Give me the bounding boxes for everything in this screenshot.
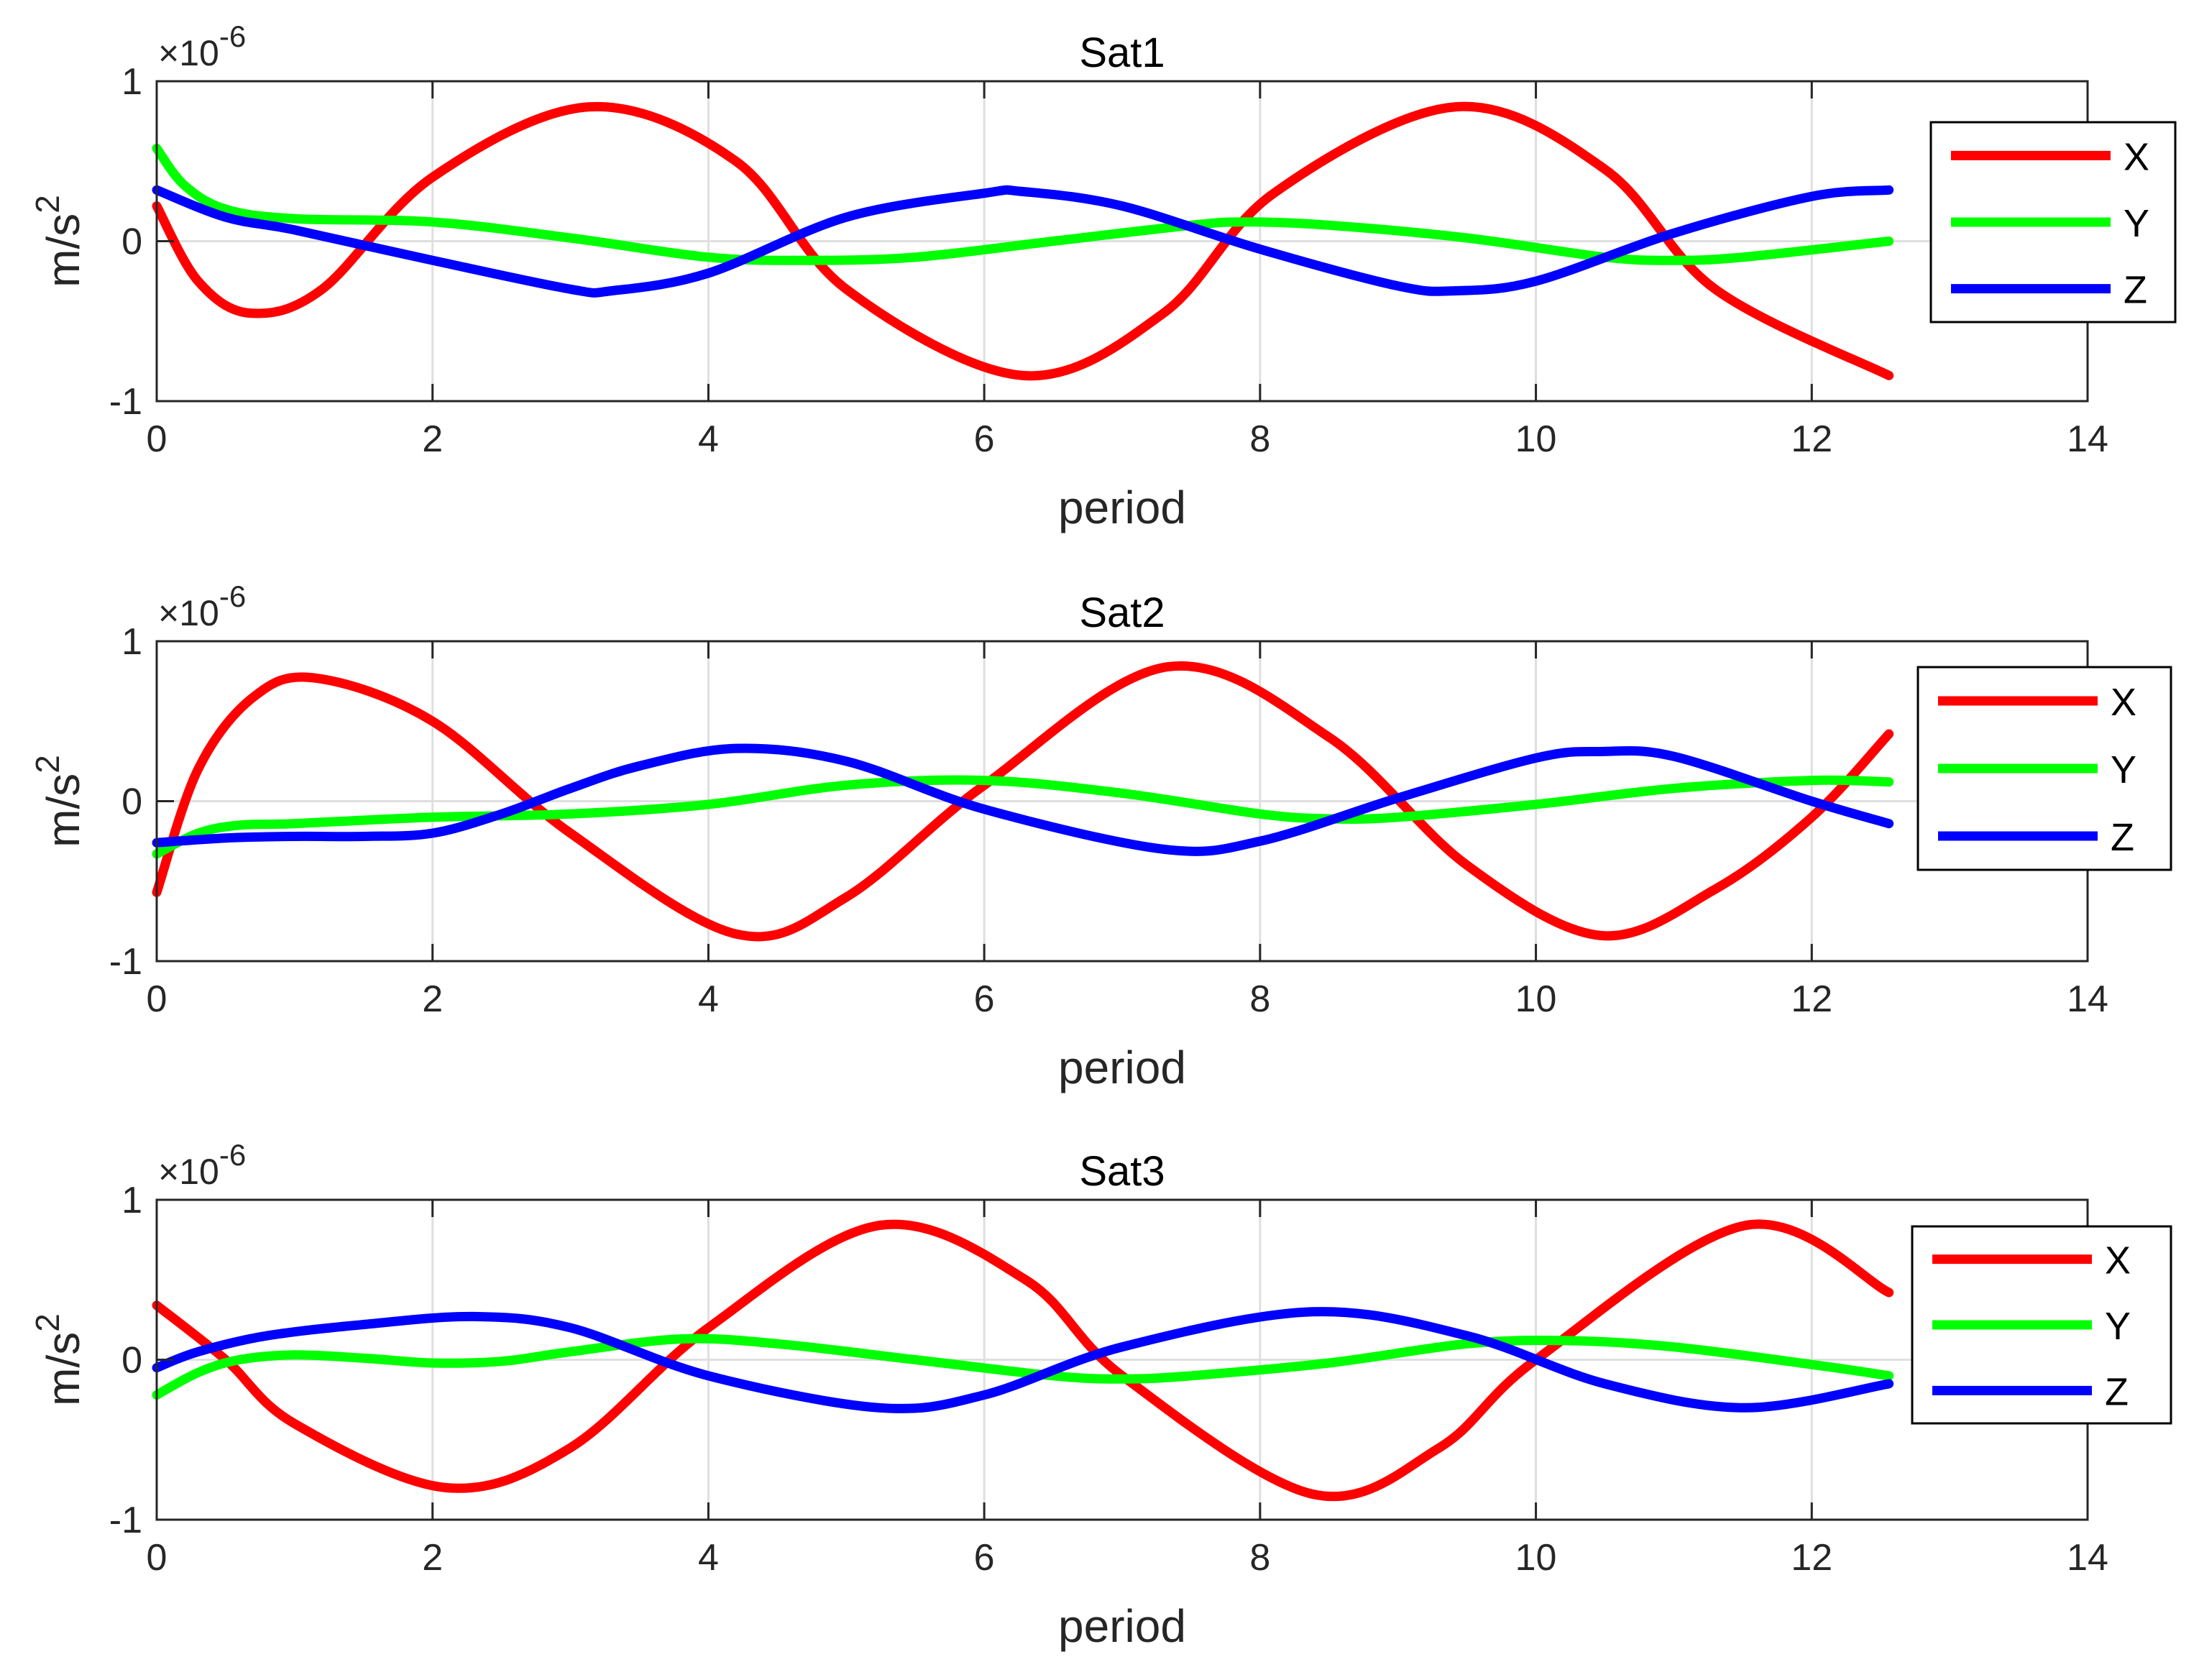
legend-label-y: Y [2124, 202, 2149, 245]
series-line-z [152, 185, 1894, 298]
x-tick-label: 12 [1791, 978, 1832, 1020]
plot-title: Sat2 [1079, 589, 1165, 636]
legend-label-y: Y [2105, 1305, 2131, 1348]
x-tick-label: 12 [1791, 418, 1832, 460]
legend-label-x: X [2105, 1239, 2131, 1282]
x-axis-label: period [1058, 1600, 1186, 1652]
x-tick-label: 0 [147, 978, 167, 1020]
x-tick-label: 0 [147, 418, 167, 460]
exponent-base: ×10 [158, 33, 219, 73]
x-tick-label: 10 [1515, 1537, 1557, 1579]
series-line-x [152, 661, 1894, 942]
legend-label-z: Z [2105, 1370, 2129, 1413]
y-axis-label-unit: m/s [37, 774, 89, 848]
series-line-z [152, 1307, 1894, 1413]
y-axis-label-power: 2 [29, 195, 66, 214]
x-axis-label: period [1058, 482, 1186, 533]
x-tick-label: 4 [698, 418, 719, 460]
y-axis-label: m/s2 [29, 195, 89, 288]
y-axis-label: m/s2 [29, 755, 89, 848]
y-axis-label-power: 2 [29, 755, 66, 774]
exponent-power: -6 [219, 19, 246, 53]
x-tick-label: 6 [974, 1537, 995, 1579]
y-tick-label: 0 [121, 1340, 142, 1382]
plot-title: Sat1 [1079, 29, 1165, 76]
x-tick-label: 4 [698, 1537, 719, 1579]
legend-label-x: X [2124, 135, 2149, 178]
y-tick-label: -1 [109, 1500, 142, 1541]
series-line-z [152, 743, 1894, 856]
legend-label-z: Z [2111, 816, 2134, 859]
x-tick-label: 14 [2067, 978, 2108, 1020]
x-tick-label: 6 [974, 418, 995, 460]
x-tick-label: 10 [1515, 418, 1557, 460]
x-tick-label: 8 [1249, 978, 1270, 1020]
x-tick-label: 2 [422, 978, 443, 1020]
series-line-x [152, 101, 1894, 381]
y-tick-label: 1 [121, 621, 142, 663]
legend: XYZ [1916, 666, 2172, 871]
legend: XYZ [1929, 121, 2177, 323]
exponent-label: ×10-6 [158, 579, 246, 633]
x-tick-label: 12 [1791, 1537, 1832, 1579]
y-tick-label: -1 [109, 381, 142, 423]
x-axis-label: period [1058, 1042, 1186, 1093]
exponent-label: ×10-6 [158, 1138, 246, 1192]
series-line-y [152, 1334, 1894, 1400]
x-tick-label: 2 [422, 418, 443, 460]
exponent-power: -6 [219, 579, 246, 613]
x-tick-label: 6 [974, 978, 995, 1020]
legend-label-x: X [2111, 681, 2136, 724]
exponent-base: ×10 [158, 593, 219, 633]
y-axis-label-unit: m/s [37, 1332, 89, 1406]
series-line-y [152, 775, 1894, 859]
x-tick-label: 8 [1249, 418, 1270, 460]
x-tick-label: 0 [147, 1537, 167, 1579]
x-tick-label: 14 [2067, 1537, 2108, 1579]
y-tick-label: 0 [121, 781, 142, 823]
y-axis-label-unit: m/s [37, 214, 89, 288]
x-tick-label: 14 [2067, 418, 2108, 460]
x-tick-label: 10 [1515, 978, 1557, 1020]
x-tick-label: 2 [422, 1537, 443, 1579]
exponent-label: ×10-6 [158, 19, 246, 73]
exponent-power: -6 [219, 1138, 246, 1172]
y-axis-label-power: 2 [29, 1313, 66, 1332]
x-tick-label: 4 [698, 978, 719, 1020]
legend-label-z: Z [2124, 269, 2147, 312]
y-axis-label: m/s2 [29, 1313, 89, 1406]
y-tick-label: -1 [109, 941, 142, 983]
y-tick-label: 1 [121, 61, 142, 103]
plot-title: Sat3 [1079, 1148, 1165, 1195]
y-tick-label: 0 [121, 221, 142, 263]
legend-label-y: Y [2111, 748, 2136, 791]
y-tick-label: 1 [121, 1180, 142, 1221]
exponent-base: ×10 [158, 1152, 219, 1192]
x-tick-label: 8 [1249, 1537, 1270, 1579]
legend: XYZ [1911, 1225, 2172, 1425]
